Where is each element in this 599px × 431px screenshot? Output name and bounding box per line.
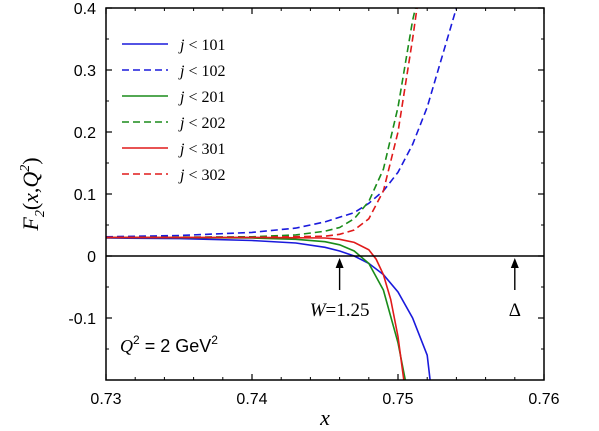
x-axis-label: x: [319, 405, 330, 430]
series-layer: [106, 8, 458, 380]
series-line-4: [106, 8, 417, 239]
series-line-6: [106, 8, 418, 239]
legend-label: j < 102: [178, 63, 225, 80]
x-tick-label: 0.73: [90, 391, 121, 408]
annotation-label: W=1.25: [310, 300, 370, 321]
legend-label: j < 101: [178, 37, 225, 54]
annotation-arrow-head: [335, 258, 344, 268]
legend-label: j < 301: [178, 141, 225, 158]
legend-label: j < 202: [178, 115, 225, 132]
y-tick-label: 0.1: [74, 187, 96, 204]
series-line-2: [106, 8, 458, 238]
y-tick-label: -0.1: [68, 311, 96, 328]
y-tick-label: 0: [87, 249, 96, 266]
series-line-5: [106, 236, 405, 380]
x-tick-label: 0.76: [528, 391, 559, 408]
y-axis-label: F2(x,Q2): [18, 157, 48, 231]
annotations: W=1.25 Δ: [310, 258, 521, 321]
series-line-3: [106, 236, 407, 380]
plot-frame: [105, 7, 545, 381]
y-tick-label: 0.3: [74, 63, 96, 80]
ticks-layer: 0.73 0.74 0.75 0.76 -0.1 0 0.1 0.2 0.3 0.4: [68, 1, 559, 408]
legend: j < 101 j < 102 j < 201 j < 202 j < 301 j < 3…: [122, 37, 225, 184]
annotation-arrow-head: [510, 258, 519, 268]
series-line-1: [106, 237, 431, 380]
legend-label: j < 201: [178, 89, 225, 106]
y-tick-label: 0.2: [74, 125, 96, 142]
annotation-label: Δ: [509, 300, 521, 321]
y-tick-label: 0.4: [74, 1, 96, 18]
legend-label: j < 302: [178, 167, 225, 184]
x-tick-label: 0.74: [236, 391, 267, 408]
q2-annotation: Q2 = 2 GeV2: [120, 333, 218, 356]
x-tick-label: 0.75: [382, 391, 413, 408]
